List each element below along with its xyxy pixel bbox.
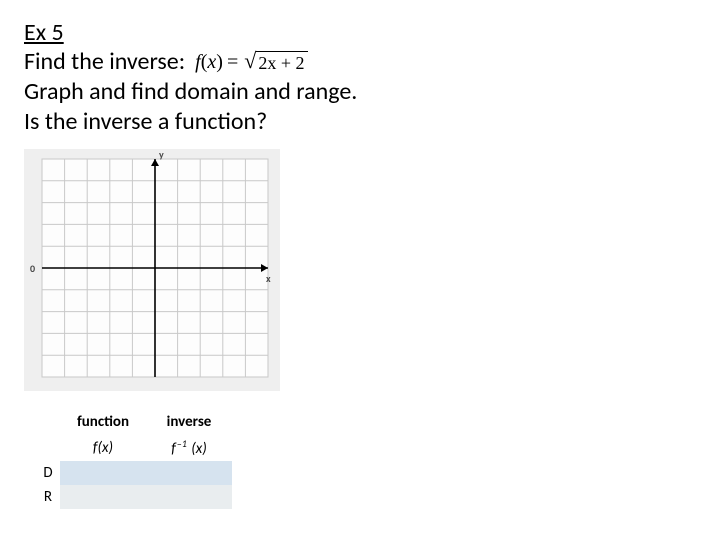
row-range-label: R (36, 485, 60, 509)
coordinate-graph: y x 0 (24, 149, 696, 396)
row-domain-label: D (36, 461, 60, 485)
col-inverse-header: inverse (146, 410, 232, 434)
prompt-graph-domain-range: Graph and find domain and range. (24, 77, 696, 107)
sqrt-icon: √ 2x + 2 (244, 50, 308, 75)
cell-range-inverse (146, 485, 232, 509)
col-function-header: function (60, 410, 146, 434)
cell-range-function (60, 485, 146, 509)
svg-text:y: y (159, 149, 164, 161)
col-inverse-sub: f–1 (x) (146, 434, 232, 461)
formula-paren-close: ) (216, 50, 223, 75)
formula-x: x (207, 50, 216, 75)
formula: f ( x ) = √ 2x + 2 (195, 50, 308, 75)
cell-domain-function (60, 461, 146, 485)
example-number: Ex 5 (24, 18, 696, 47)
domain-range-table: function inverse f(x) f–1 (x) D R (36, 410, 232, 509)
cell-domain-inverse (146, 461, 232, 485)
svg-text:x: x (266, 272, 271, 285)
svg-text:0: 0 (30, 262, 35, 275)
col-function-sub: f(x) (60, 434, 146, 461)
formula-radicand: 2x + 2 (256, 51, 308, 75)
prompt-is-function: Is the inverse a function? (24, 107, 696, 137)
formula-eq: = (227, 50, 238, 75)
prompt-find-inverse: Find the inverse: (24, 47, 185, 77)
